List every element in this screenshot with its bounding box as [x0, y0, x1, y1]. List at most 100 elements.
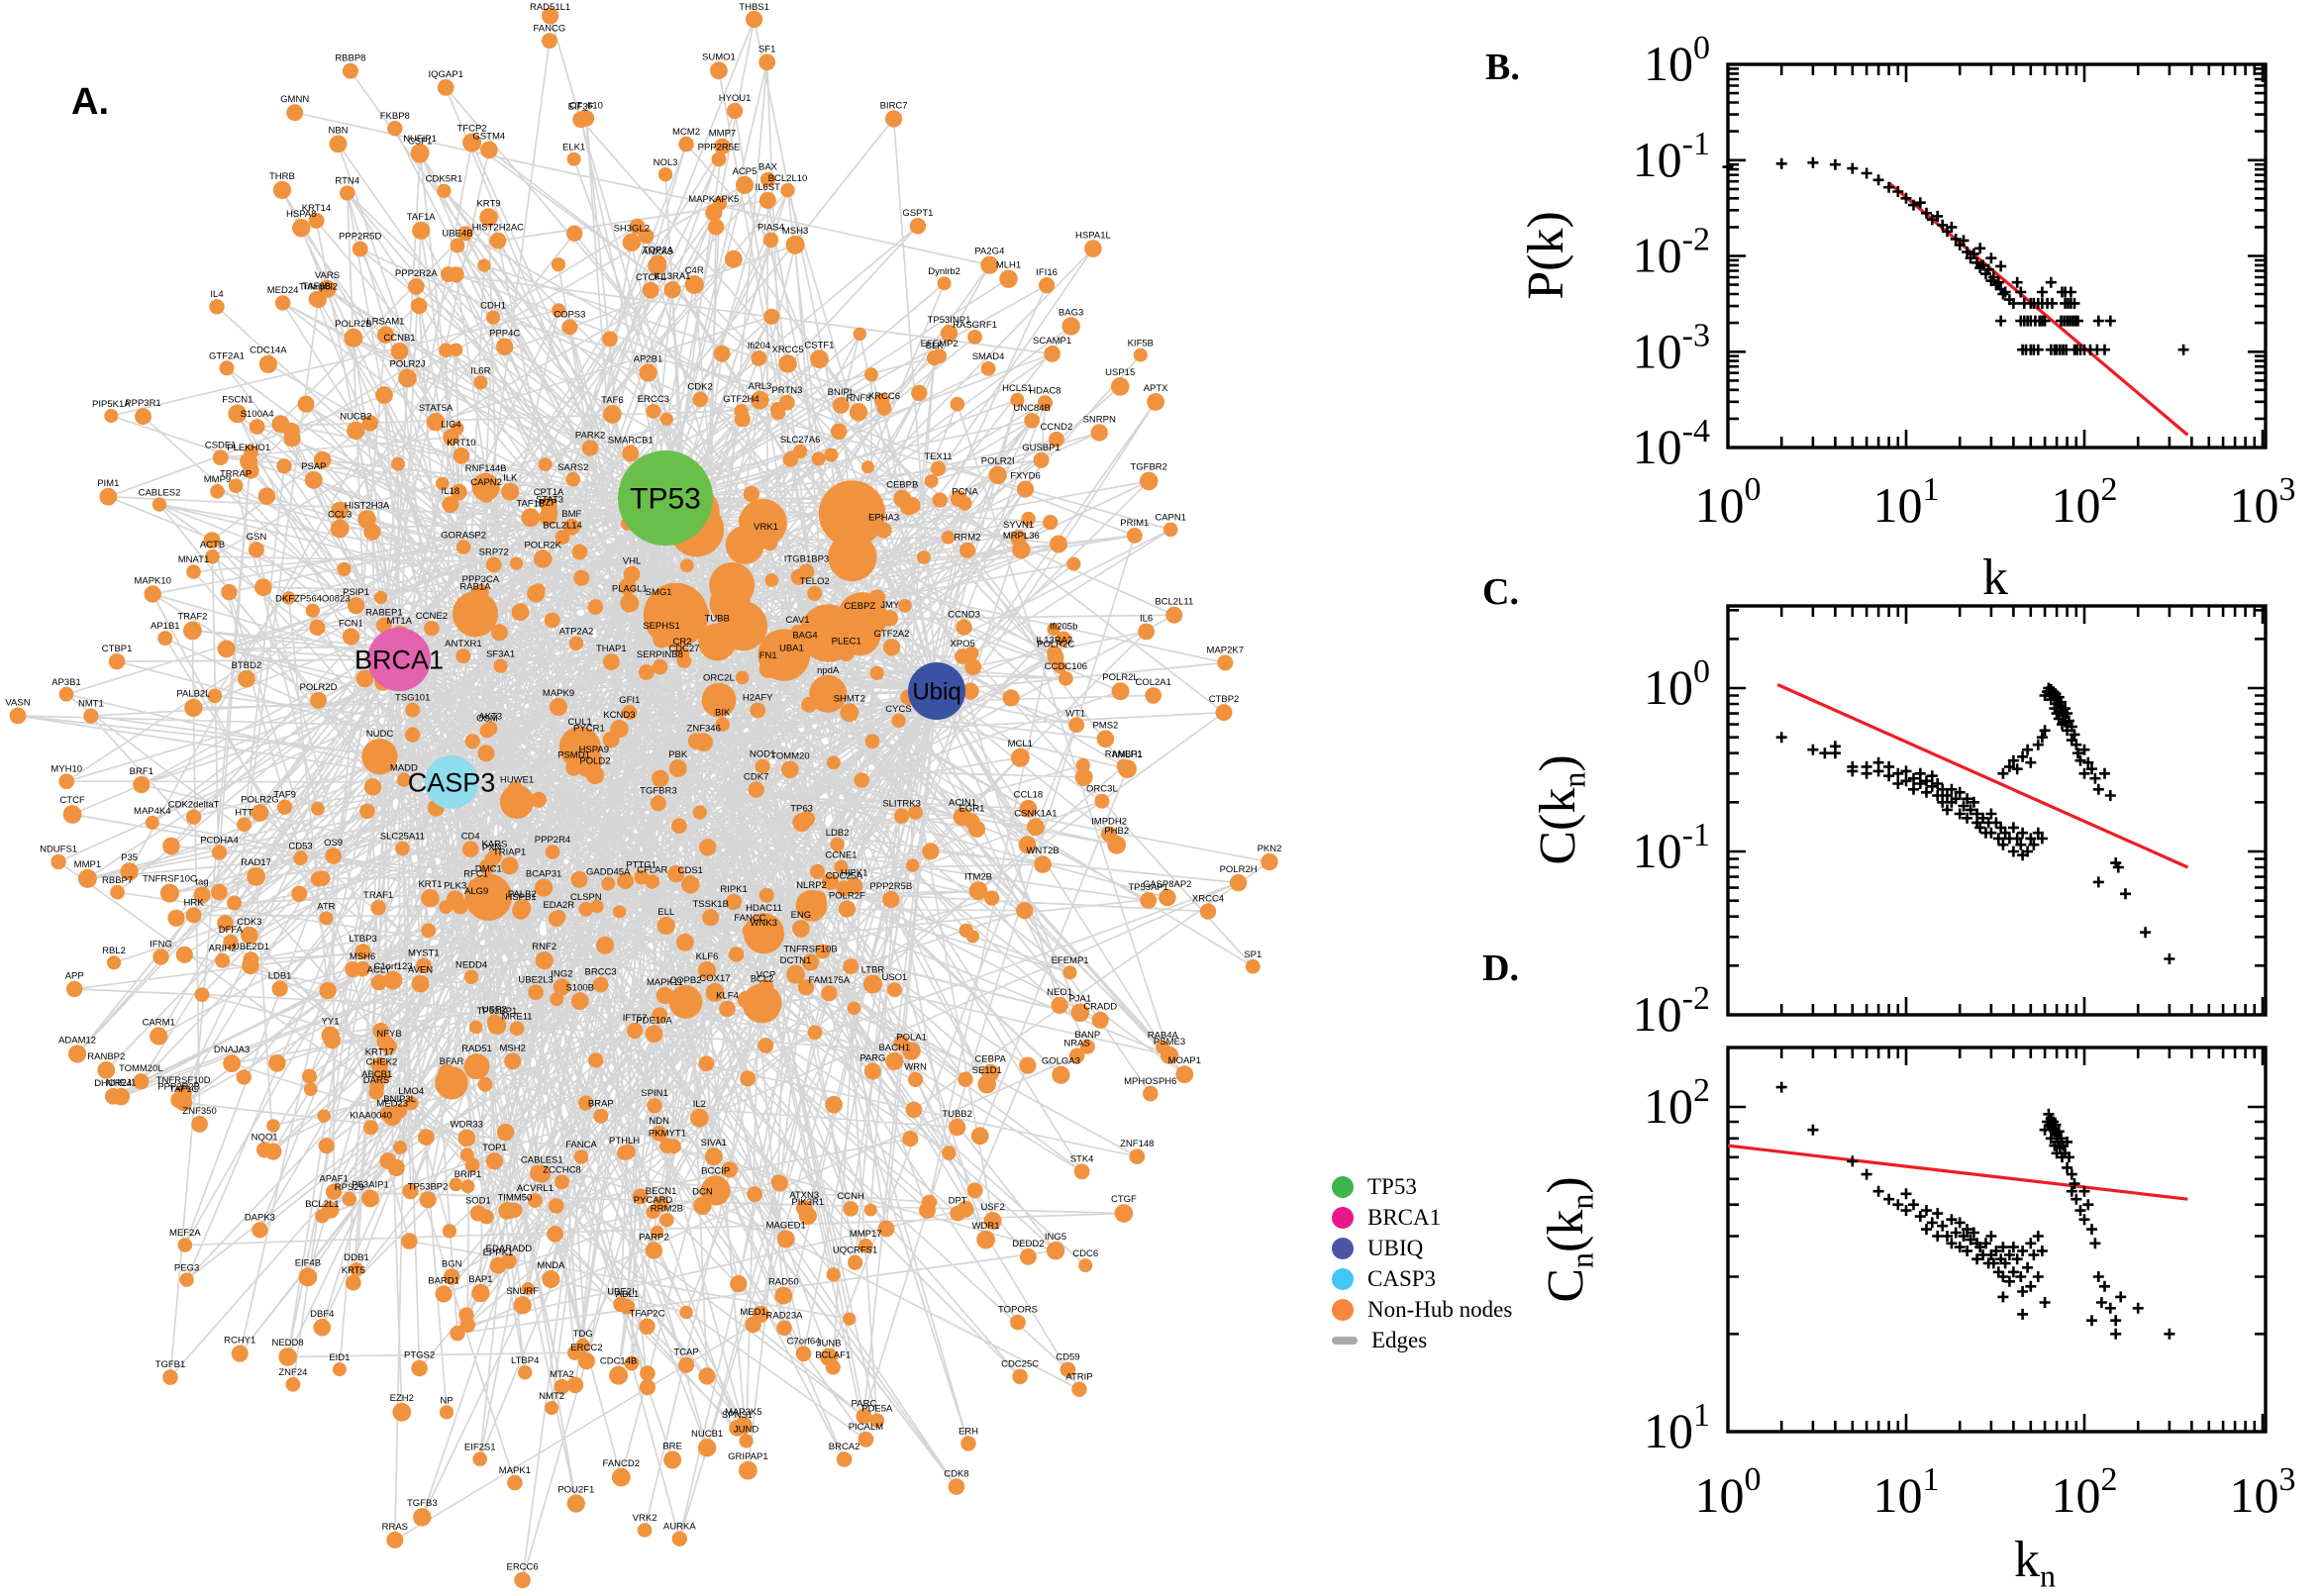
- network-node: [676, 933, 694, 951]
- network-node: [948, 1478, 965, 1495]
- network-node-label: POLR2I: [981, 456, 1015, 467]
- network-node: [1002, 689, 1020, 707]
- network-node-label: PRIM1: [1120, 518, 1149, 529]
- network-node-label: CTBP1: [102, 644, 133, 654]
- network-node-label: ALG9: [464, 886, 488, 897]
- network-node: [1062, 965, 1077, 980]
- network-node: [405, 702, 421, 718]
- network-node: [620, 1144, 636, 1159]
- network-node: [285, 1376, 301, 1392]
- network-node-label: PPP3CA: [462, 574, 500, 585]
- network-node-label: BCLAF1: [815, 1350, 851, 1361]
- network-node-label: Dynlrb2: [928, 266, 960, 277]
- network-node-label: CAPN2: [470, 477, 502, 488]
- network-node-label: SARS2: [557, 462, 588, 473]
- network-node: [1061, 317, 1080, 336]
- network-node: [373, 590, 388, 605]
- network-node-label: TAF1B: [516, 499, 545, 510]
- network-node-label: BAG4: [792, 630, 817, 641]
- network-node-label: USP2: [482, 1004, 507, 1015]
- network-node-label: MYH10: [50, 763, 82, 774]
- network-node-label: TSG101: [395, 693, 430, 704]
- network-node-label: HYOU1: [719, 93, 752, 104]
- network-node-label: BRF1: [130, 766, 153, 777]
- network-node-label: CCNE2: [416, 611, 448, 622]
- network-node: [854, 772, 869, 788]
- network-node-label: TP53INP1: [928, 315, 971, 326]
- network-node-label: PLK3: [444, 881, 466, 892]
- b-y-tick-label: 10-2: [1633, 222, 1710, 283]
- network-node-label: DAPK3: [245, 1212, 275, 1223]
- network-node-label: TNFRSF10C: [143, 874, 197, 885]
- network-node-label: SUMO1: [702, 51, 736, 62]
- network-node: [302, 1068, 317, 1084]
- network-node-label: S100B: [565, 982, 594, 993]
- network-node: [179, 1272, 194, 1287]
- network-node-label: NEDD4: [455, 960, 487, 971]
- network-node-label: IL6ST: [756, 182, 781, 193]
- panel-d-label: D.: [1482, 948, 1519, 989]
- network-node: [843, 1201, 858, 1217]
- network-node: [248, 542, 264, 558]
- network-node-label: ATXN3: [789, 1190, 819, 1201]
- network-node: [959, 542, 976, 558]
- network-node-label: NEO1: [1047, 987, 1072, 998]
- network-node: [1079, 1039, 1095, 1054]
- network-node-label: TGFB3: [407, 1498, 438, 1509]
- network-node: [619, 1299, 636, 1315]
- network-node: [152, 948, 169, 965]
- network-node-label: MNDA: [537, 1260, 565, 1271]
- network-node-label: PCDHA4: [200, 835, 239, 846]
- b-y-tick-label: 100: [1644, 30, 1710, 91]
- tp53-hub-icon: [1332, 1175, 1354, 1198]
- network-node: [578, 761, 594, 777]
- network-node-label: NUCB2: [340, 412, 371, 423]
- network-node-label: POLR2C: [1037, 640, 1074, 650]
- network-node-label: S100A4: [241, 409, 274, 420]
- network-node-label: PALB2: [508, 889, 537, 900]
- network-node-label: NP: [440, 1395, 453, 1406]
- network-node: [588, 1052, 604, 1068]
- network-node: [566, 1494, 585, 1513]
- network-node-label: CD53: [288, 841, 312, 851]
- network-node-label: MPHOSPH6: [1124, 1076, 1176, 1087]
- network-node: [175, 946, 193, 963]
- network-node-label: BTBD2: [232, 660, 262, 671]
- hub-node-brca1: [367, 628, 431, 691]
- network-node: [108, 652, 126, 670]
- network-node: [679, 558, 694, 573]
- network-node-label: THRB: [269, 171, 295, 182]
- network-node: [639, 1318, 656, 1335]
- network-node: [500, 856, 519, 875]
- network-node: [665, 1139, 681, 1154]
- network-node-label: TUBB2: [942, 1109, 972, 1120]
- network-node-label: RBBP8: [335, 53, 365, 64]
- network-node: [856, 1408, 872, 1425]
- network-node: [942, 1146, 957, 1160]
- network-node: [632, 1188, 649, 1205]
- network-node-label: KARS: [481, 840, 507, 850]
- network-node: [668, 759, 687, 777]
- network-node: [956, 619, 972, 636]
- network-node: [781, 760, 799, 778]
- network-node: [489, 232, 507, 249]
- network-node-label: IL4: [210, 289, 223, 300]
- network-node: [194, 987, 210, 1002]
- network-node: [899, 497, 918, 516]
- network-node-label: BAP1: [468, 1274, 492, 1285]
- network-node: [1096, 730, 1115, 748]
- casp3-hub-icon: [1332, 1267, 1354, 1290]
- network-node: [809, 674, 848, 713]
- network-node-label: Ifi204: [748, 341, 770, 351]
- network-node: [650, 795, 666, 812]
- network-node: [646, 404, 661, 419]
- network-node-label: BCL2L14: [543, 520, 582, 531]
- network-node: [824, 448, 839, 462]
- network-node-label: COL2A1: [1135, 677, 1170, 688]
- network-node-label: WDR1: [972, 1221, 1000, 1232]
- network-node-label: MAP3K5: [725, 1407, 762, 1418]
- network-node: [622, 445, 640, 462]
- network-node-label: ZNF346: [687, 723, 721, 734]
- network-node-label: EID1: [329, 1352, 350, 1363]
- network-node: [477, 745, 495, 762]
